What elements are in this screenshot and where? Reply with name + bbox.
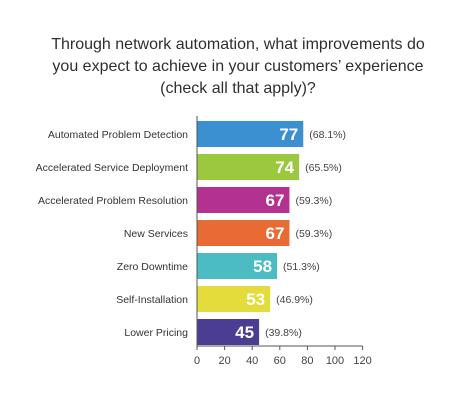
bar-value-label: 45 [235,323,254,342]
category-label: Accelerated Problem Resolution [38,195,188,207]
bar [197,187,290,213]
x-tick-label: 120 [353,355,371,367]
bar [197,121,304,147]
category-label: Automated Problem Detection [48,129,188,141]
chart-title-line-3: (check all that apply)? [160,80,316,97]
x-tick-label: 40 [246,355,258,367]
category-label: New Services [124,228,188,240]
bar-value-label: 53 [246,290,265,309]
bar [197,319,260,345]
bar-percent-label: (51.3%) [283,261,320,273]
category-label: Accelerated Service Deployment [36,162,188,174]
bar-value-label: 58 [253,257,272,276]
chart-title-line-2: you expect to achieve in your customers’… [52,58,424,75]
bar-percent-label: (59.3%) [295,228,332,240]
chart-title: Through network automation, what improve… [20,34,456,100]
bar-percent-label: (59.3%) [295,195,332,207]
x-tick-label: 100 [326,355,344,367]
bar [197,286,271,312]
bar-value-label: 67 [266,224,285,243]
bars-layer: Automated Problem Detection 77 (68.1%) Acce… [36,121,346,345]
bar-value-label: 67 [266,191,285,210]
chart-title-line-1: Through network automation, what improve… [51,36,425,53]
bar [197,220,290,246]
category-label: Lower Pricing [124,327,188,339]
bar-percent-label: (46.9%) [276,294,313,306]
bar-value-label: 74 [275,158,294,177]
bar [197,154,300,180]
bar-percent-label: (68.1%) [309,129,346,141]
bar-percent-label: (65.5%) [305,162,342,174]
category-label: Zero Downtime [117,261,188,273]
x-tick-label: 20 [218,355,230,367]
bar-percent-label: (39.8%) [265,327,302,339]
x-axis: 0 20 40 60 80 100 120 [194,116,372,367]
category-label: Self-Installation [116,294,188,306]
bar [197,253,278,279]
x-tick-label: 60 [274,355,286,367]
x-tick-label: 0 [194,355,200,367]
bar-value-label: 77 [279,125,298,144]
x-tick-label: 80 [301,355,313,367]
